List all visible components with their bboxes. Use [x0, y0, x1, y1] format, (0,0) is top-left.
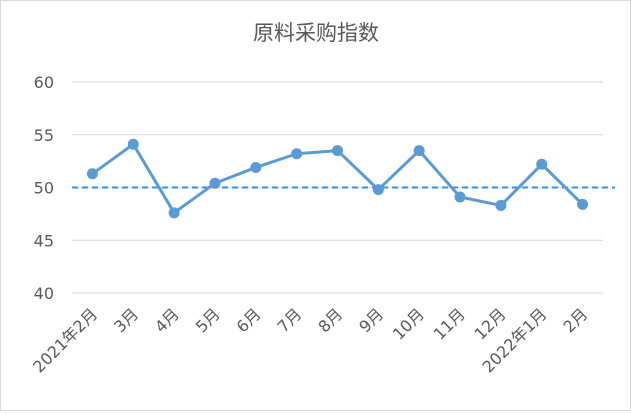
point: [209, 177, 221, 189]
point: [495, 199, 507, 211]
point: [86, 168, 98, 180]
point: [168, 207, 180, 219]
point: [372, 184, 384, 196]
y-tick-label: 45: [34, 231, 54, 250]
y-tick-label: 55: [34, 126, 54, 145]
point: [413, 145, 425, 157]
point: [291, 148, 303, 160]
point: [127, 138, 139, 150]
chart-title: 原料采购指数: [253, 21, 379, 45]
point: [332, 145, 343, 157]
point: [577, 198, 589, 210]
point: [454, 191, 466, 203]
point: [250, 161, 262, 173]
y-tick-label: 40: [34, 284, 54, 303]
point: [536, 158, 548, 170]
y-tick-label: 50: [34, 179, 54, 198]
y-tick-label: 60: [34, 73, 54, 92]
